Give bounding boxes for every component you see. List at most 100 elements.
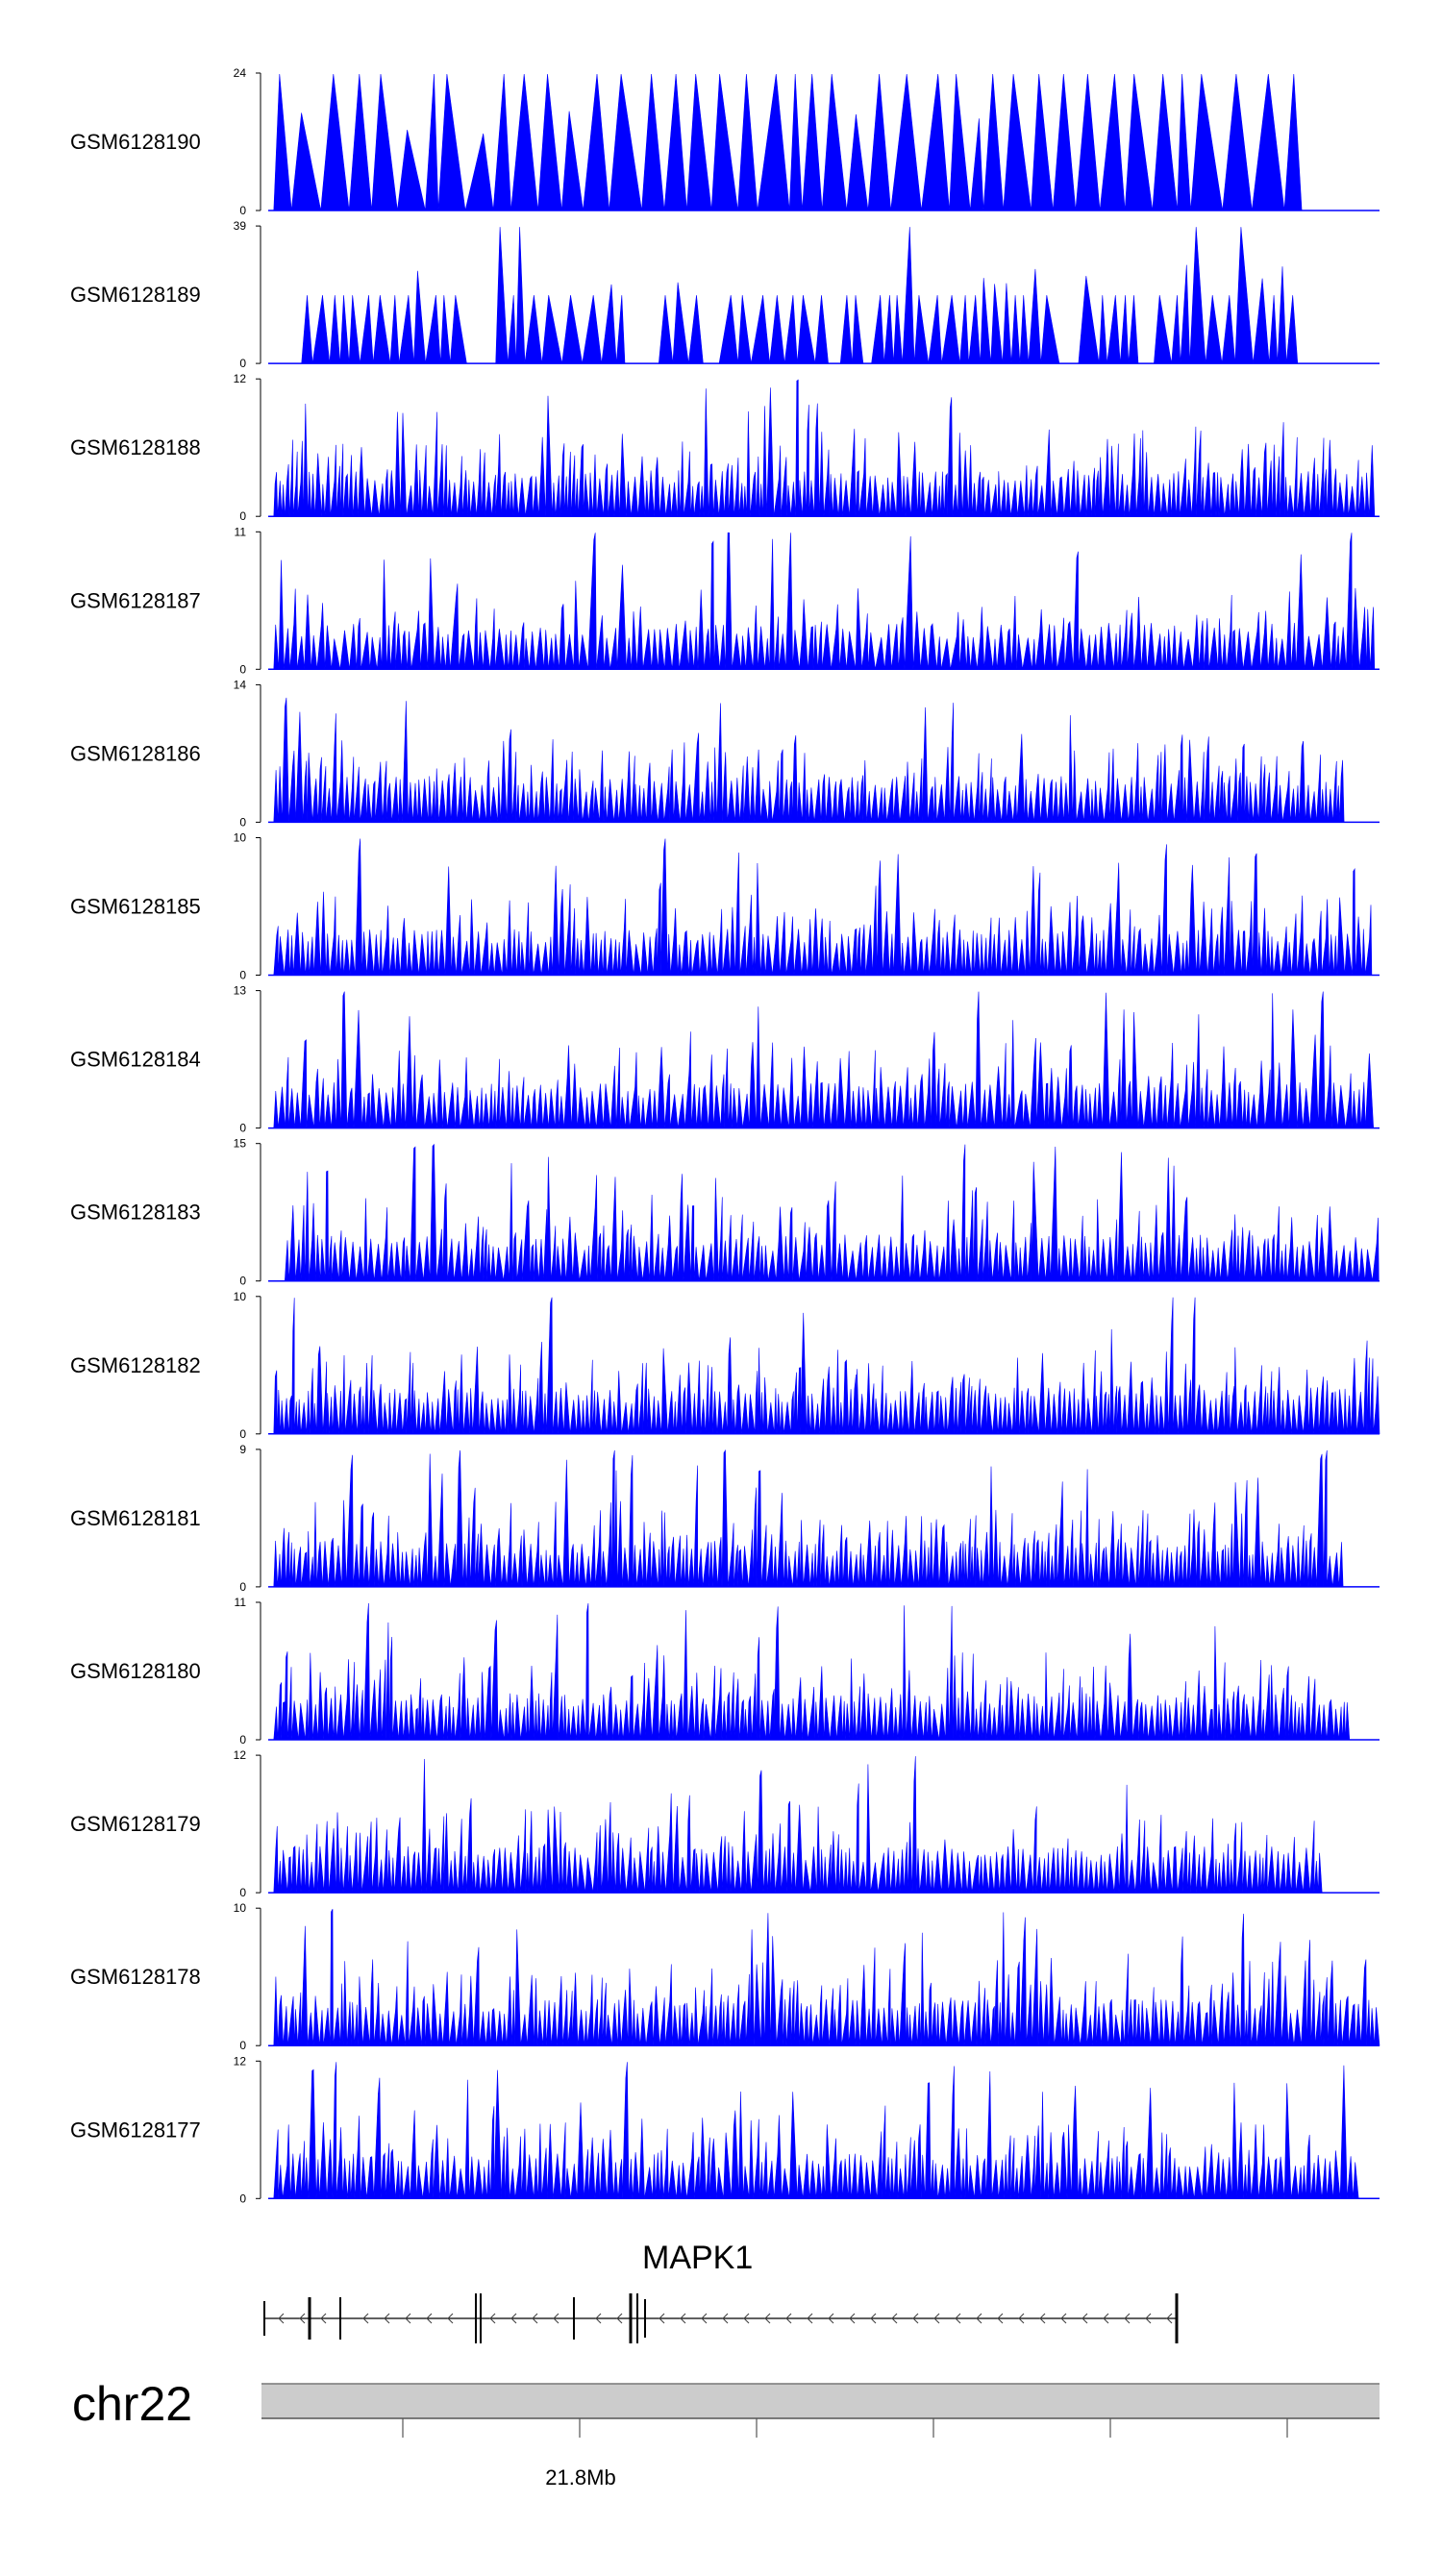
strand-arrow [1082,2313,1088,2324]
gene-model [263,2293,1179,2343]
strand-arrow [933,2313,940,2324]
genome-axis-ticks [402,2418,1288,2438]
y-axis-max-label: 12 [234,1748,247,1762]
track-label: GSM6128189 [70,283,201,307]
strand-arrow [1039,2313,1046,2324]
track-label: GSM6128183 [70,1201,201,1225]
coverage-area [273,379,1376,517]
strand-arrow [1145,2313,1152,2324]
strand-arrow [1018,2313,1025,2324]
coverage-area [273,1449,1344,1588]
strand-arrow [997,2313,1004,2324]
gene-track: MAPK1 [263,2240,1179,2343]
strand-arrow [955,2313,961,2324]
track-label: GSM6128179 [70,1812,201,1836]
strand-arrow [912,2313,919,2324]
y-axis-max-label: 24 [234,66,247,80]
y-axis-min-label: 0 [239,509,246,523]
track-GSM6128177: GSM6128177 12 0 [70,2054,1380,2205]
strand-arrow [743,2313,750,2324]
y-axis-min-label: 0 [239,1122,246,1135]
strand-arrow [680,2313,686,2324]
track-label: GSM6128178 [70,1965,201,1989]
strand-arrow [1060,2313,1067,2324]
strand-arrow [1166,2313,1173,2324]
y-axis-max-label: 15 [234,1137,247,1151]
y-axis-max-label: 10 [234,1901,247,1915]
chromosome-bar [261,2384,1380,2418]
strand-arrow [807,2313,813,2324]
y-axis-max-label: 39 [234,219,247,233]
track-GSM6128178: GSM6128178 10 0 [70,1901,1380,2052]
strand-arrow [447,2313,454,2324]
track-label: GSM6128184 [70,1048,201,1072]
coverage-area [273,1756,1323,1894]
y-axis-max-label: 12 [234,372,247,385]
strand-arrow [320,2313,327,2324]
track-label: GSM6128190 [70,130,201,154]
y-axis-min-label: 0 [239,1275,246,1288]
strand-arrow [701,2313,708,2324]
strand-arrow [510,2313,517,2324]
coverage-tracks: GSM6128190240GSM6128189390GSM6128188120G… [70,66,1380,2205]
track-GSM6128188: GSM6128188 12 0 [70,372,1380,523]
y-axis-max-label: 10 [234,1290,247,1303]
track-GSM6128189: GSM6128189 39 0 [70,219,1380,370]
track-GSM6128180: GSM6128180 11 0 [70,1596,1380,1746]
axis-tick-label: 21.8Mb [545,2465,615,2489]
strand-arrow [553,2313,559,2324]
chromosome-label: chr22 [72,2377,192,2431]
coverage-area [273,533,1376,670]
strand-arrow [384,2313,390,2324]
strand-arrow [616,2313,623,2324]
track-label: GSM6128186 [70,741,201,765]
y-axis-max-label: 13 [234,984,247,998]
strand-arrow [764,2313,771,2324]
y-axis-min-label: 0 [239,1733,246,1746]
chromosome-ideogram: chr22 21.8Mb [72,2377,1380,2489]
gene-label: MAPK1 [642,2240,753,2276]
track-GSM6128187: GSM6128187 11 0 [70,525,1380,676]
coverage-area [273,73,1303,211]
y-axis-max-label: 14 [234,678,247,691]
y-axis-min-label: 0 [239,204,246,217]
strand-arrow [405,2313,411,2324]
y-axis-max-label: 12 [234,2054,247,2068]
track-label: GSM6128188 [70,435,201,459]
strand-arrow [870,2313,877,2324]
coverage-area [301,227,1299,364]
y-axis-max-label: 11 [235,1596,247,1609]
y-axis-min-label: 0 [239,2039,246,2052]
coverage-area [284,1143,1380,1281]
strand-arrow [489,2313,496,2324]
track-label: GSM6128177 [70,2118,201,2142]
y-axis-max-label: 9 [239,1443,246,1456]
coverage-area [273,1909,1380,2046]
y-axis-min-label: 0 [239,1886,246,1899]
coverage-area [273,697,1345,823]
y-axis-min-label: 0 [239,1427,246,1441]
track-GSM6128182: GSM6128182 10 0 [70,1290,1380,1441]
coverage-area [273,838,1373,976]
track-GSM6128179: GSM6128179 12 0 [70,1748,1380,1899]
track-GSM6128184: GSM6128184 13 0 [70,984,1380,1135]
y-axis-min-label: 0 [239,1580,246,1594]
strand-arrow [1103,2313,1109,2324]
y-axis-max-label: 10 [234,831,247,845]
strand-arrow [362,2313,369,2324]
track-GSM6128190: GSM6128190 24 0 [70,66,1380,217]
strand-arrow [785,2313,792,2324]
strand-arrow [426,2313,433,2324]
track-label: GSM6128180 [70,1659,201,1683]
strand-arrow [891,2313,898,2324]
strand-arrow [299,2313,306,2324]
track-GSM6128186: GSM6128186 14 0 [70,678,1380,829]
track-label: GSM6128187 [70,588,201,612]
track-label: GSM6128182 [70,1353,201,1377]
strand-arrow [659,2313,665,2324]
coverage-area [273,1297,1380,1435]
y-axis-min-label: 0 [239,969,246,982]
strand-arrow [849,2313,856,2324]
track-label: GSM6128185 [70,895,201,919]
